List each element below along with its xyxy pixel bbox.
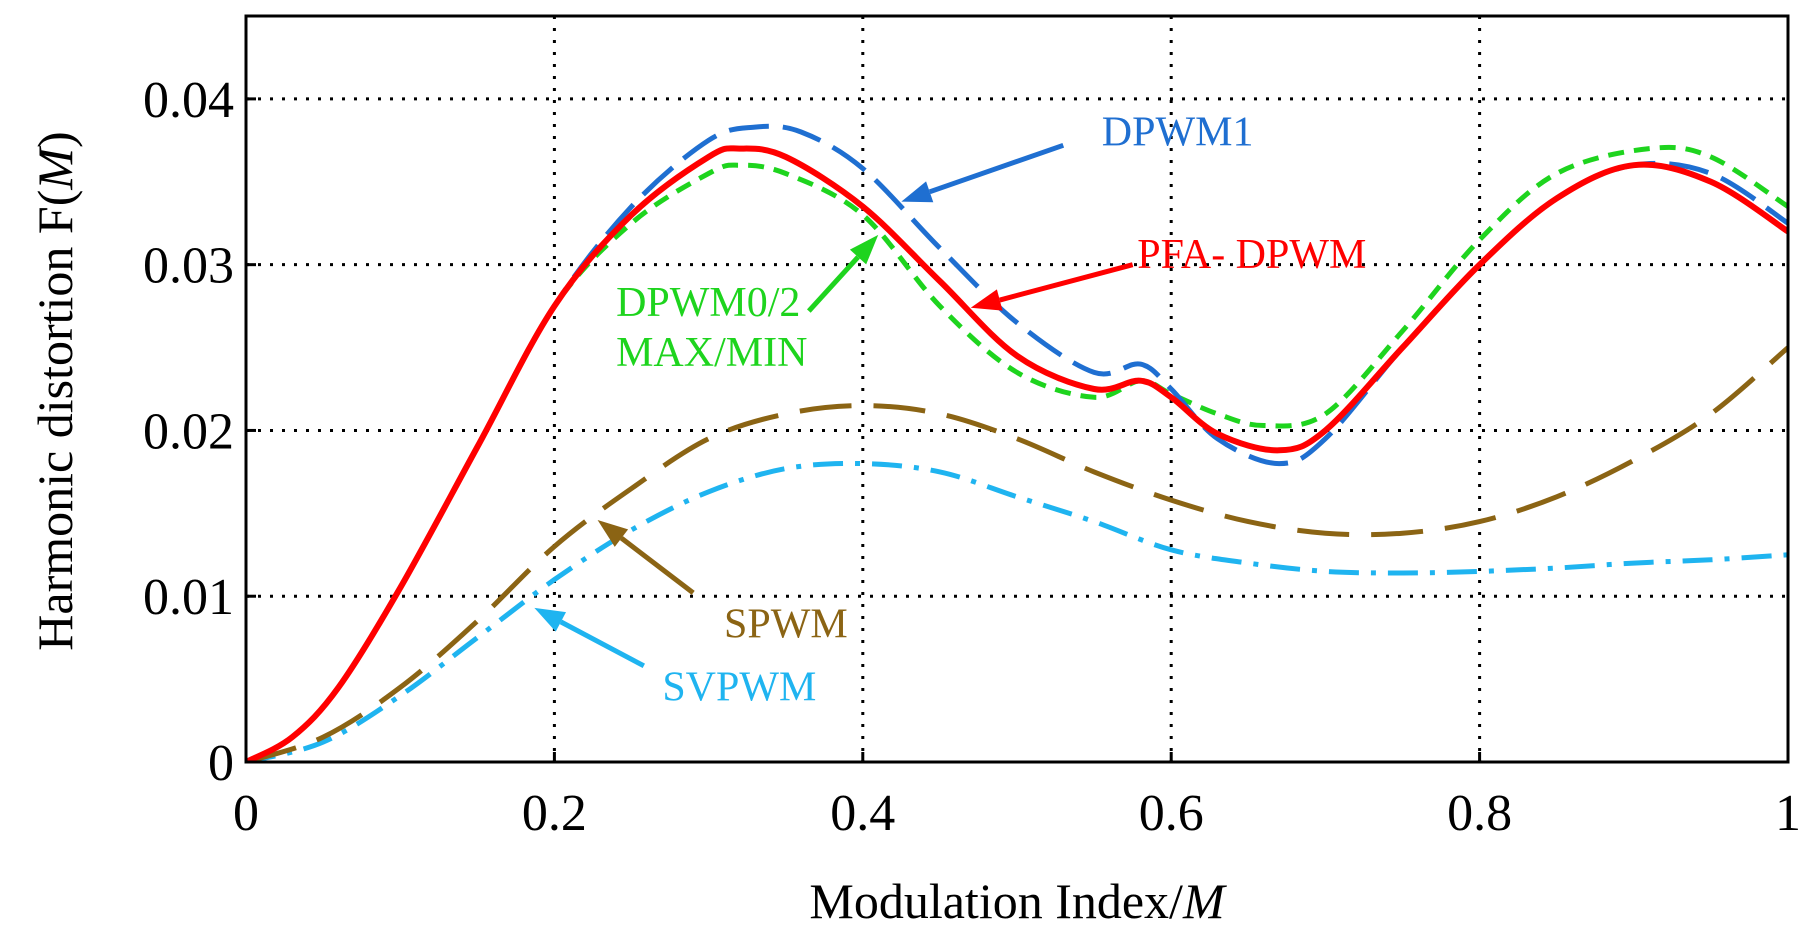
annotation-arrow-head xyxy=(970,289,1003,311)
series-line-dpwm0-2-max-min xyxy=(246,144,1788,762)
annotation-arrow-shaft xyxy=(999,262,1134,303)
y-axis-title: Harmonic distortion F(M) xyxy=(27,131,83,650)
annotation-arrow-head xyxy=(901,181,934,203)
annotation-arrow-shaft xyxy=(619,536,695,595)
x-tick-label: 0.8 xyxy=(1447,785,1512,842)
annotation-label: DPWM0/2 xyxy=(616,280,800,326)
series-line-spwm xyxy=(246,345,1788,762)
y-tick-label: 0.04 xyxy=(143,72,234,129)
series-line-pfa-dpwm xyxy=(246,145,1788,762)
annotation-arrow-shaft xyxy=(806,255,860,313)
y-tick-label: 0.02 xyxy=(143,403,234,460)
series-lines xyxy=(246,123,1788,762)
annotation-label: DPWM1 xyxy=(1102,109,1254,155)
series-line-svpwm xyxy=(246,460,1788,762)
annotation-spwm: SPWM xyxy=(597,519,848,648)
annotation-svpwm: SVPWM xyxy=(534,607,816,711)
x-tick-label: 0.2 xyxy=(522,785,587,842)
annotation-label: PFA- DPWM xyxy=(1137,232,1366,278)
x-tick-label: 0.6 xyxy=(1139,785,1204,842)
annotation-arrow-head xyxy=(849,234,879,265)
annotation-dpwm1: DPWM1 xyxy=(901,109,1254,203)
x-tick-label: 0.4 xyxy=(830,785,895,842)
annotation-arrow-head xyxy=(534,607,567,632)
y-tick-label: 0.01 xyxy=(143,569,234,626)
y-tick-label: 0 xyxy=(208,735,234,792)
annotation-arrow-shaft xyxy=(559,619,646,669)
grid xyxy=(246,16,1788,762)
axis-ticks: 0 0.2 0.4 0.6 0.8 1 0 0.01 0.02 0.03 0.04 xyxy=(143,72,1801,842)
x-tick-label: 0 xyxy=(233,785,259,842)
y-tick-label: 0.03 xyxy=(143,238,234,295)
annotation-label: MAX/MIN xyxy=(616,330,807,376)
annotation-arrow-shaft xyxy=(928,142,1065,195)
plot-frame xyxy=(244,14,1790,764)
x-tick-label: 1 xyxy=(1775,785,1801,842)
x-axis-title: Modulation Index/M xyxy=(809,873,1227,929)
annotation-label: SVPWM xyxy=(662,665,816,711)
annotation-label: SPWM xyxy=(724,602,848,648)
annotation-pfa-dpwm: PFA- DPWM xyxy=(970,232,1366,311)
annotation-arrow-head xyxy=(597,519,629,547)
